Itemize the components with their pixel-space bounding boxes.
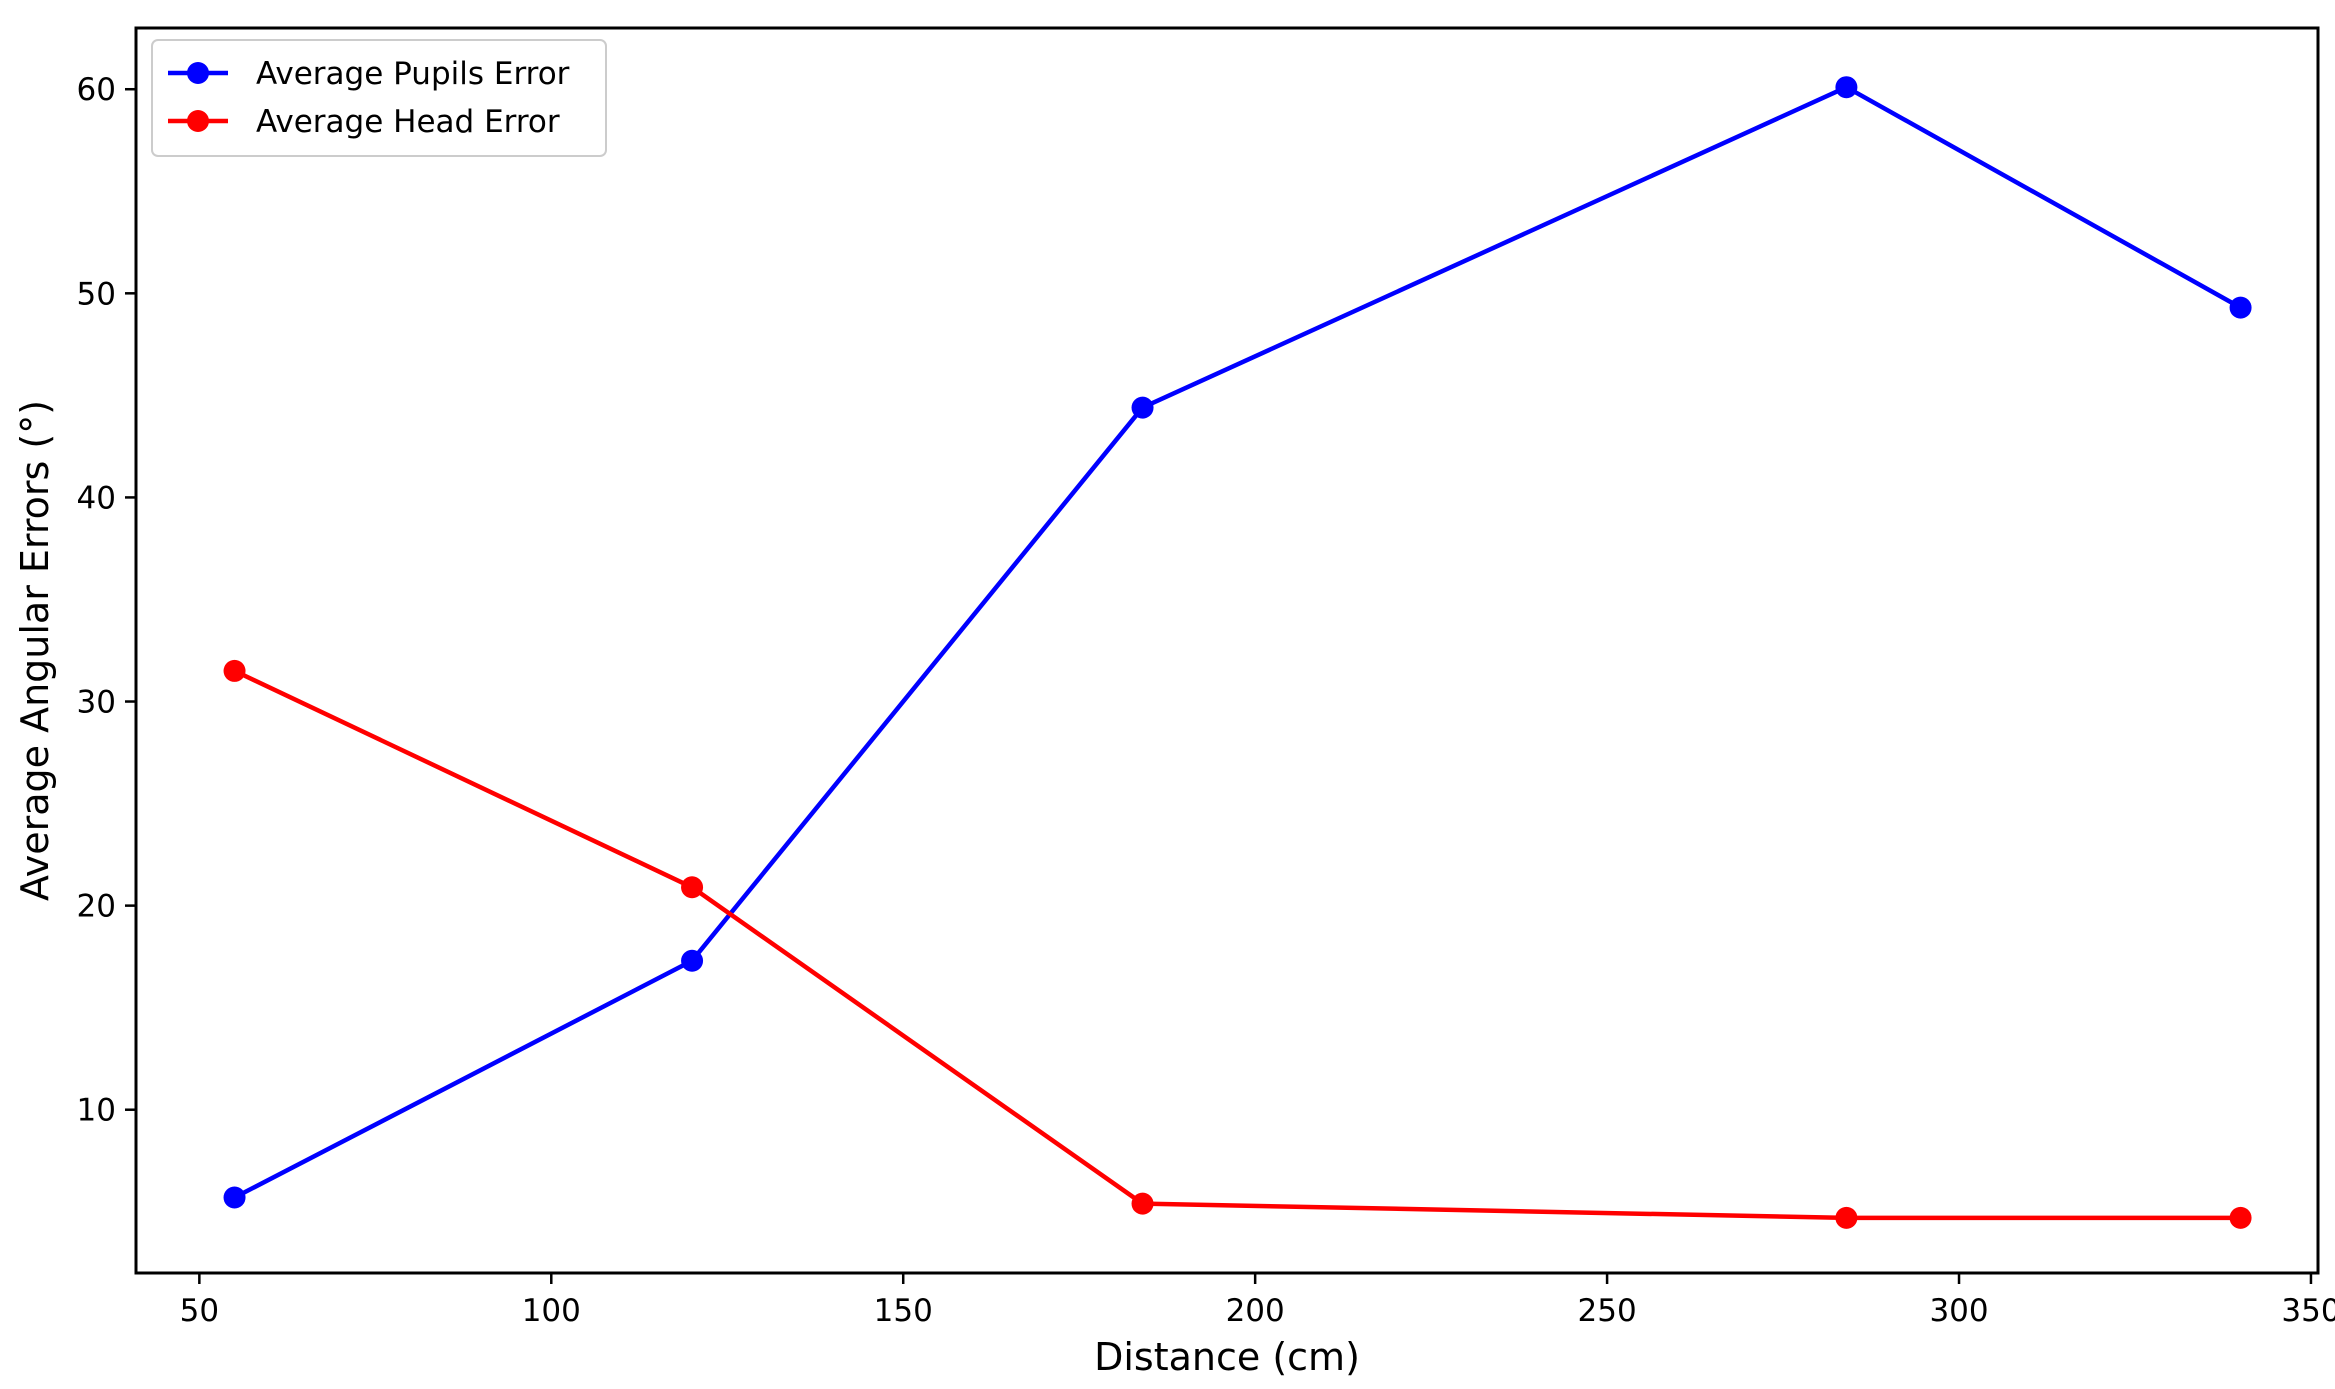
legend-marker-swatch (187, 110, 209, 132)
series-layer (223, 76, 2252, 1229)
data-point (2229, 1206, 2252, 1229)
data-point (1835, 76, 1858, 99)
legend-box (151, 39, 607, 157)
y-tick-label: 40 (77, 480, 116, 516)
y-tick-label: 10 (77, 1093, 116, 1129)
legend: Average Pupils Error Average Head Error (151, 39, 607, 157)
x-axis-ticks: 50 100 150 200 250 300 350 (180, 1273, 2335, 1329)
legend-marker-swatch (187, 62, 209, 84)
y-tick-label: 30 (77, 685, 116, 721)
x-tick-label: 350 (2281, 1293, 2335, 1329)
x-tick-label: 150 (874, 1293, 933, 1329)
data-point (681, 876, 704, 899)
series-2 (223, 659, 2252, 1229)
plot-area-frame (134, 26, 2320, 1275)
data-point (2229, 296, 2252, 319)
y-tick-label: 20 (77, 889, 116, 925)
data-point (1131, 1192, 1154, 1215)
data-point (223, 659, 246, 682)
y-axis-title: Average Angular Errors (°) (13, 400, 57, 901)
data-point (681, 949, 704, 972)
x-axis-title: Distance (cm) (1094, 1335, 1360, 1379)
legend-label: Average Pupils Error (256, 56, 570, 92)
x-tick-label: 300 (1929, 1293, 1988, 1329)
legend-item: Average Head Error (168, 104, 560, 140)
y-tick-label: 50 (77, 276, 116, 312)
data-point (1835, 1206, 1858, 1229)
legend-label: Average Head Error (256, 104, 560, 140)
x-tick-label: 100 (522, 1293, 581, 1329)
x-tick-label: 200 (1226, 1293, 1285, 1329)
data-point (1131, 396, 1154, 419)
x-tick-label: 250 (1578, 1293, 1637, 1329)
data-point (223, 1186, 246, 1209)
x-tick-label: 50 (180, 1293, 219, 1329)
series-1 (223, 76, 2252, 1209)
legend-item: Average Pupils Error (168, 56, 570, 92)
y-tick-label: 60 (77, 72, 116, 108)
y-axis-ticks: 10 20 30 40 50 60 (77, 72, 136, 1129)
